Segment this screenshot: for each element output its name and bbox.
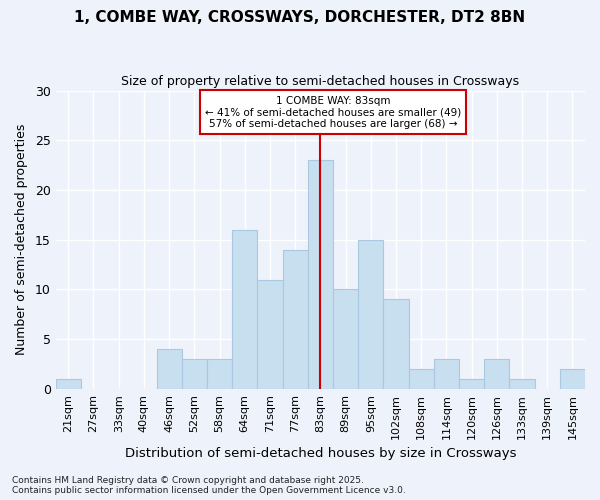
Bar [182, 359, 207, 389]
Bar [232, 230, 257, 389]
Bar [484, 359, 509, 389]
Bar [560, 369, 585, 389]
Bar [56, 379, 81, 389]
Bar [459, 379, 484, 389]
Text: Contains HM Land Registry data © Crown copyright and database right 2025.
Contai: Contains HM Land Registry data © Crown c… [12, 476, 406, 495]
Bar [283, 250, 308, 389]
Bar [383, 300, 409, 389]
Text: 1 COMBE WAY: 83sqm
← 41% of semi-detached houses are smaller (49)
57% of semi-de: 1 COMBE WAY: 83sqm ← 41% of semi-detache… [205, 96, 461, 128]
Text: 1, COMBE WAY, CROSSWAYS, DORCHESTER, DT2 8BN: 1, COMBE WAY, CROSSWAYS, DORCHESTER, DT2… [74, 10, 526, 25]
Bar [434, 359, 459, 389]
Bar [157, 349, 182, 389]
Bar [409, 369, 434, 389]
Bar [308, 160, 333, 389]
Bar [207, 359, 232, 389]
Bar [333, 290, 358, 389]
Y-axis label: Number of semi-detached properties: Number of semi-detached properties [15, 124, 28, 356]
Bar [509, 379, 535, 389]
Bar [358, 240, 383, 389]
X-axis label: Distribution of semi-detached houses by size in Crossways: Distribution of semi-detached houses by … [125, 447, 516, 460]
Title: Size of property relative to semi-detached houses in Crossways: Size of property relative to semi-detach… [121, 75, 520, 88]
Bar [257, 280, 283, 389]
